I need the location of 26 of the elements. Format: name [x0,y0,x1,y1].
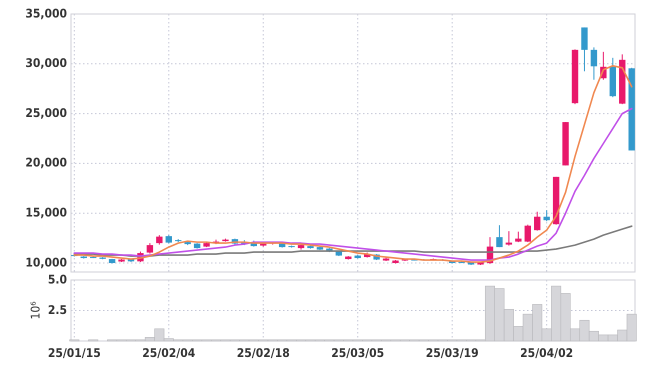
candlestick [590,46,598,80]
candlestick [506,230,512,246]
candlestick [524,224,531,243]
y-tick-label: 25,000 [25,106,67,120]
candlestick [496,224,503,248]
x-tick-label: 25/03/19 [426,346,479,360]
candlestick [156,234,163,246]
candlestick [146,242,154,254]
x-tick-label: 25/01/15 [48,346,101,360]
x-tick-label: 25/03/05 [331,346,384,360]
y-axis-title: 10⁶ [28,301,42,320]
candlestick [534,211,540,232]
y-tick-label: 10,000 [25,255,67,270]
y-tick-label: 20,000 [25,156,67,170]
candlestick [543,210,550,222]
x-tick-label: 25/02/18 [236,346,290,360]
y-tick-label: 5.0 [48,272,67,286]
candlestick [581,26,588,72]
x-tick-label: 25/04/02 [520,346,574,360]
y-tick-label: 2.5 [48,302,67,317]
y-tick-label: 30,000 [25,56,67,70]
line-series [74,65,632,263]
candlestick [515,231,522,243]
x-tick-label: 25/02/04 [142,346,196,360]
y-tick-label: 15,000 [25,206,67,220]
y-tick-label: 35,000 [25,6,67,20]
